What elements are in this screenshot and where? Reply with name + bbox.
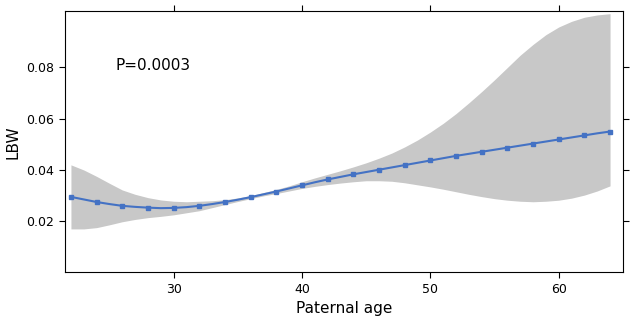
X-axis label: Paternal age: Paternal age xyxy=(295,301,392,317)
Y-axis label: LBW: LBW xyxy=(6,125,20,159)
Text: P=0.0003: P=0.0003 xyxy=(116,58,191,73)
